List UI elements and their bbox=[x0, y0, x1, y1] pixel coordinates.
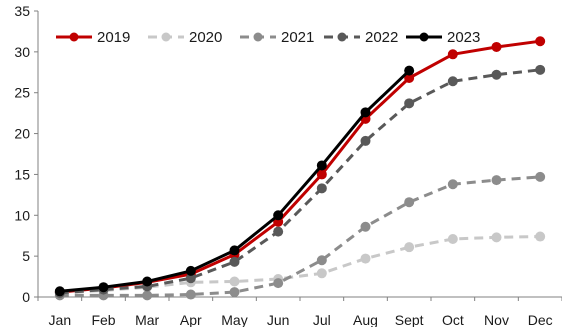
data-point bbox=[535, 171, 546, 182]
y-tick-label: 25 bbox=[14, 85, 30, 101]
y-tick-label: 30 bbox=[14, 44, 30, 60]
legend-item-2020: 2020 bbox=[148, 29, 222, 46]
series-line-2021 bbox=[59, 175, 541, 297]
x-tick-label: Sept bbox=[395, 312, 424, 327]
data-point bbox=[142, 290, 153, 301]
data-point bbox=[491, 69, 502, 80]
series-2023 bbox=[54, 65, 415, 297]
data-point bbox=[273, 210, 284, 221]
data-point bbox=[316, 169, 327, 180]
data-point bbox=[360, 253, 371, 264]
legend-item-2022: 2022 bbox=[324, 29, 398, 46]
data-point bbox=[491, 41, 502, 52]
data-point bbox=[360, 107, 371, 118]
data-point bbox=[447, 76, 458, 87]
data-point bbox=[54, 286, 65, 297]
data-point bbox=[273, 278, 284, 289]
data-point bbox=[535, 231, 546, 242]
x-tick-label: May bbox=[221, 312, 247, 327]
axes: 0 5 10 15 20 25 30 35 Jan Feb Mar Apr May Jun Jul Aug Se… bbox=[14, 3, 562, 327]
series-line-2022 bbox=[59, 68, 541, 295]
y-tick-label: 10 bbox=[14, 207, 30, 223]
x-tick-label: Jan bbox=[49, 312, 72, 327]
data-point bbox=[404, 242, 415, 253]
data-point bbox=[229, 287, 240, 298]
x-tick-label: Nov bbox=[484, 312, 509, 327]
legend-swatch-marker bbox=[337, 32, 347, 42]
x-tick-label: Dec bbox=[528, 312, 553, 327]
series-2019 bbox=[54, 36, 546, 298]
legend-swatch-marker bbox=[253, 32, 263, 42]
y-tick-label: 35 bbox=[14, 3, 30, 19]
x-tick-label: Oct bbox=[442, 312, 464, 327]
x-tick-label: Feb bbox=[91, 312, 115, 327]
data-point bbox=[447, 49, 458, 60]
legend-label: 2020 bbox=[189, 29, 222, 46]
data-point bbox=[142, 276, 153, 287]
y-tick-label: 15 bbox=[14, 166, 30, 182]
data-point bbox=[535, 36, 546, 47]
legend-label: 2021 bbox=[281, 29, 314, 46]
data-point bbox=[404, 73, 415, 84]
data-point bbox=[98, 282, 109, 293]
data-point bbox=[229, 256, 240, 267]
data-point bbox=[316, 160, 327, 171]
data-point bbox=[491, 175, 502, 186]
legend: 2019 2020 2021 2022 2023 bbox=[56, 29, 480, 46]
data-point bbox=[447, 179, 458, 190]
legend-label: 2019 bbox=[97, 29, 130, 46]
x-tick-label: Aug bbox=[353, 312, 378, 327]
data-point bbox=[447, 233, 458, 244]
legend-item-2021: 2021 bbox=[240, 29, 314, 46]
data-point bbox=[316, 183, 327, 194]
series-2022 bbox=[54, 64, 546, 298]
legend-item-2023: 2023 bbox=[406, 29, 480, 46]
series-line-2019 bbox=[59, 39, 541, 294]
data-point bbox=[185, 265, 196, 276]
legend-item-2019: 2019 bbox=[56, 29, 130, 46]
x-tick-label: Jul bbox=[313, 312, 331, 327]
legend-label: 2023 bbox=[447, 29, 480, 46]
data-point bbox=[229, 276, 240, 287]
legend-label: 2022 bbox=[365, 29, 398, 46]
series-layer bbox=[54, 36, 546, 301]
data-point bbox=[404, 197, 415, 208]
x-tick-label: Mar bbox=[135, 312, 159, 327]
legend-swatch-marker bbox=[419, 32, 429, 42]
legend-swatch-marker bbox=[161, 32, 171, 42]
data-point bbox=[404, 65, 415, 76]
x-tick-label: Jun bbox=[267, 312, 290, 327]
y-tick-label: 0 bbox=[22, 289, 30, 305]
data-point bbox=[404, 98, 415, 109]
data-point bbox=[185, 289, 196, 300]
data-point bbox=[316, 268, 327, 279]
data-point bbox=[316, 255, 327, 266]
data-point bbox=[185, 273, 196, 284]
data-point bbox=[535, 64, 546, 75]
y-tick-label: 20 bbox=[14, 126, 30, 142]
y-tick-label: 5 bbox=[22, 248, 30, 264]
legend-swatch-marker bbox=[69, 32, 79, 42]
x-tick-label: Apr bbox=[180, 312, 202, 327]
data-point bbox=[273, 226, 284, 237]
data-point bbox=[360, 135, 371, 146]
data-point bbox=[360, 221, 371, 232]
data-point bbox=[229, 245, 240, 256]
data-point bbox=[491, 232, 502, 243]
